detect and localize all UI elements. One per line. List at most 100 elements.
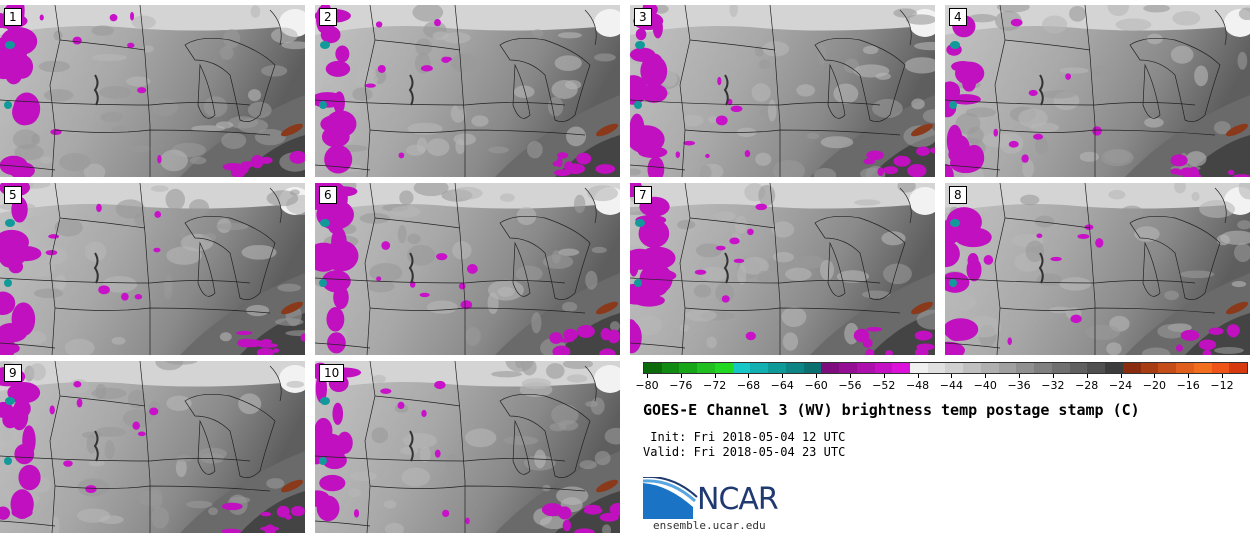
colorbar	[643, 362, 1248, 374]
ncar-logo-icon	[643, 477, 698, 519]
colorbar-segment	[768, 363, 786, 373]
panel-4: 4	[945, 5, 1250, 177]
colorbar-segment	[874, 363, 893, 373]
colorbar-tick	[680, 374, 682, 378]
panel-9: 9	[0, 361, 305, 533]
panel-5: 5	[0, 183, 305, 355]
colorbar-segment	[1034, 363, 1052, 373]
panel-7: 7	[630, 183, 935, 355]
init-time: Init: Fri 2018-05-04 12 UTC	[643, 430, 846, 444]
panel-1: 1	[0, 5, 305, 177]
colorbar-tick-label: −80	[635, 379, 659, 392]
wv-map-image	[630, 5, 935, 177]
colorbar-segment	[998, 363, 1017, 373]
colorbar-tick	[1222, 374, 1223, 378]
logo-text: NCAR	[697, 482, 779, 517]
panel-label: 6	[319, 186, 337, 204]
wv-map-image	[0, 183, 305, 355]
colorbar-segment	[1122, 363, 1141, 373]
colorbar-tick-label: −76	[669, 379, 693, 392]
colorbar-segment	[697, 363, 715, 373]
panel-label: 2	[319, 8, 337, 26]
colorbar-tick-label: −48	[905, 379, 930, 392]
panel-10: 10	[315, 361, 620, 533]
colorbar-tick-label: −36	[1007, 379, 1031, 392]
colorbar-tick-label: −64	[770, 379, 794, 392]
colorbar-tick	[816, 374, 818, 378]
colorbar-segment	[945, 363, 964, 373]
colorbar-segment	[910, 363, 928, 373]
colorbar-segment	[1158, 363, 1177, 373]
colorbar-segment	[1229, 363, 1247, 373]
panel-label: 1	[4, 8, 22, 26]
valid-time: Valid: Fri 2018-05-04 23 UTC	[643, 445, 846, 459]
panel-label: 8	[949, 186, 967, 204]
colorbar-tick	[1086, 374, 1088, 378]
colorbar-segment	[1176, 363, 1194, 373]
site-url: ensemble.ucar.edu	[653, 519, 766, 532]
colorbar-segment	[785, 363, 804, 373]
colorbar-tick	[951, 374, 953, 378]
wv-map-image	[630, 183, 935, 355]
colorbar-tick-label: −60	[804, 379, 828, 392]
panel-6: 6	[315, 183, 620, 355]
colorbar-segment	[892, 363, 911, 373]
colorbar-segment	[1016, 363, 1035, 373]
colorbar-tick-label: −52	[872, 379, 896, 392]
colorbar-tick	[1120, 374, 1122, 378]
panel-label: 10	[319, 364, 345, 382]
colorbar-tick-label: −28	[1075, 379, 1099, 392]
colorbar-segment	[927, 363, 946, 373]
colorbar-segment	[980, 363, 999, 373]
colorbar-segment	[1140, 363, 1159, 373]
colorbar-segment	[1105, 363, 1123, 373]
colorbar-tick-label: −72	[703, 379, 727, 392]
colorbar-tick	[748, 374, 750, 378]
panel-label: 7	[634, 186, 652, 204]
colorbar-tick	[782, 374, 784, 378]
panel-label: 9	[4, 364, 22, 382]
colorbar-tick-label: −68	[736, 379, 761, 392]
colorbar-tick-label: −32	[1041, 379, 1065, 392]
colorbar-tick	[1188, 374, 1190, 378]
colorbar-segment	[750, 363, 769, 373]
colorbar-segment	[856, 363, 875, 373]
colorbar-segment	[644, 363, 662, 373]
wv-map-image	[315, 5, 620, 177]
colorbar-tick	[849, 374, 851, 378]
colorbar-segment	[1087, 363, 1106, 373]
panel-3: 3	[630, 5, 935, 177]
colorbar-segment	[714, 363, 733, 373]
colorbar-segment	[732, 363, 751, 373]
wv-map-image	[0, 361, 305, 533]
panel-label: 5	[4, 186, 22, 204]
colorbar-tick-label: −20	[1142, 379, 1166, 392]
colorbar-segment	[661, 363, 680, 373]
colorbar-segment	[1051, 363, 1070, 373]
colorbar-tick	[714, 374, 716, 378]
figure-title: GOES-E Channel 3 (WV) brightness temp po…	[643, 401, 1140, 419]
wv-map-image	[945, 5, 1250, 177]
colorbar-tick	[1052, 374, 1054, 378]
colorbar-tick-label: −40	[973, 379, 997, 392]
colorbar-ticks: −80 −76 −72 −68 −64 −60 −56 −52 −48 −44 −40 −36 −32−…	[635, 374, 1248, 394]
colorbar-tick	[917, 374, 919, 378]
panel-label: 4	[949, 8, 967, 26]
colorbar-segment	[803, 363, 822, 373]
colorbar-tick	[1154, 374, 1156, 378]
colorbar-segment	[1211, 363, 1230, 373]
panel-label: 3	[634, 8, 652, 26]
colorbar-segment	[1193, 363, 1212, 373]
colorbar-segment	[1069, 363, 1088, 373]
colorbar-tick-label: −44	[939, 379, 964, 392]
colorbar-tick	[883, 374, 885, 378]
colorbar-segment	[963, 363, 981, 373]
colorbar-tick-label: −24	[1108, 379, 1133, 392]
wv-map-image	[315, 183, 620, 355]
colorbar-tick	[647, 374, 648, 378]
wv-map-image	[945, 183, 1250, 355]
colorbar-tick-label: −56	[838, 379, 862, 392]
colorbar-tick	[1019, 374, 1021, 378]
colorbar-segment	[679, 363, 698, 373]
colorbar-tick	[985, 374, 987, 378]
